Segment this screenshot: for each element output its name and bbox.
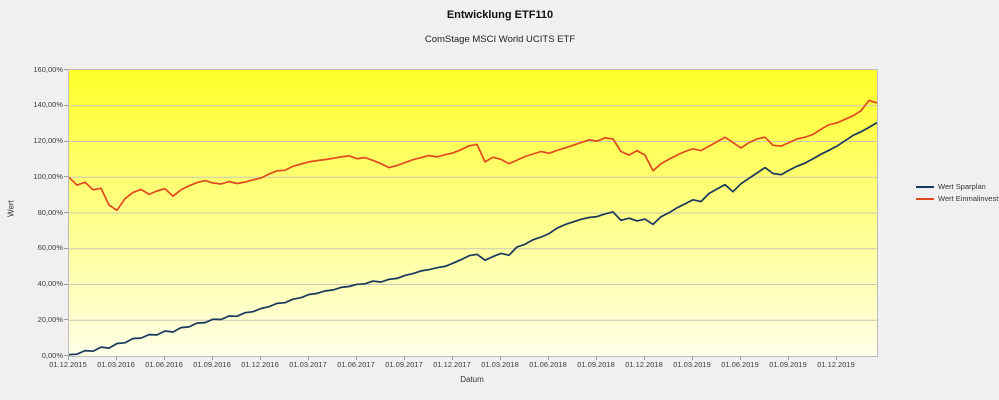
legend-label: Wert Sparplan	[938, 182, 986, 191]
y-tick-mark	[64, 283, 68, 285]
series-line-einmalinvest	[69, 99, 877, 212]
x-tick-mark	[356, 356, 357, 360]
x-tick-label: 01.12.2016	[241, 360, 279, 369]
x-tick-mark	[644, 356, 645, 360]
y-tick-label: 140,00%	[33, 100, 63, 110]
y-tick-mark	[64, 319, 68, 321]
x-tick-label: 01.06.2018	[529, 360, 567, 369]
y-tick-mark	[64, 176, 68, 178]
y-tick-mark	[64, 69, 68, 70]
chart-title: Entwicklung ETF110	[446, 9, 554, 21]
x-axis-title: Datum	[460, 375, 484, 384]
y-tick-mark	[64, 104, 68, 106]
x-tick-label: 01.06.2016	[145, 360, 183, 369]
y-tick-label: 120,00%	[33, 136, 63, 145]
y-tick-mark	[64, 140, 68, 142]
legend-swatch	[916, 185, 934, 188]
plot-svg	[69, 99, 877, 356]
legend-item-einmalinvest: Wert Einmalinvest	[916, 194, 998, 203]
y-tick-label: 40,00%	[37, 279, 63, 288]
legend-label: Wert Einmalinvest	[938, 194, 999, 203]
plot-area	[68, 69, 878, 357]
x-tick-label: 01.12.2019	[817, 360, 855, 369]
y-tick-mark	[64, 212, 68, 213]
x-tick-label: 01.06.2019	[721, 360, 759, 369]
x-tick-label: 01.03.2019	[673, 360, 711, 369]
x-tick-mark	[596, 356, 597, 360]
y-tick-label: 60,00%	[37, 243, 63, 253]
x-tick-mark	[548, 356, 549, 360]
y-tick-mark	[64, 247, 68, 249]
chart-subtitle: ComStage MSCI World UCITS ETF	[424, 34, 576, 45]
legend: Wert Sparplan Wert Einmalinvest	[916, 182, 998, 206]
x-tick-label: 01.09.2016	[193, 360, 231, 369]
x-tick-label: 01.09.2017	[385, 360, 423, 369]
x-tick-label: 01.06.2017	[337, 360, 375, 369]
x-tick-label: 01.03.2016	[97, 360, 135, 369]
x-tick-mark	[308, 356, 309, 360]
series-line-sparplan	[69, 121, 877, 356]
x-tick-mark	[404, 356, 405, 360]
x-tick-mark	[164, 356, 165, 360]
x-tick-label: 01.03.2017	[289, 360, 327, 369]
y-tick-label: 80,00%	[37, 207, 63, 217]
x-tick-mark	[836, 356, 837, 360]
x-tick-label: 01.09.2019	[769, 360, 807, 369]
x-tick-label: 01.03.2018	[481, 360, 519, 369]
x-tick-label: 01.12.2018	[625, 360, 663, 369]
x-tick-mark	[260, 356, 261, 360]
y-tick-label: 20,00%	[37, 314, 63, 324]
y-tick-label: 100,00%	[33, 171, 63, 181]
y-axis-title: Wert	[6, 200, 16, 217]
legend-item-sparplan: Wert Sparplan	[916, 182, 998, 191]
y-tick-mark	[64, 355, 68, 356]
x-tick-label: 01.12.2017	[433, 360, 471, 369]
x-tick-label: 01.12.2015	[49, 360, 87, 369]
x-tick-mark	[116, 356, 117, 360]
x-tick-mark	[212, 356, 213, 360]
y-tick-label: 160,00%	[33, 64, 63, 74]
y-tick-label: 0,00%	[41, 350, 63, 360]
x-tick-mark	[68, 356, 69, 360]
x-tick-mark	[452, 356, 453, 360]
x-tick-mark	[788, 356, 789, 360]
x-tick-mark	[740, 356, 741, 360]
legend-swatch	[916, 197, 934, 200]
x-tick-label: 01.09.2018	[577, 360, 615, 369]
x-tick-mark	[500, 356, 501, 360]
x-tick-mark	[692, 356, 693, 360]
